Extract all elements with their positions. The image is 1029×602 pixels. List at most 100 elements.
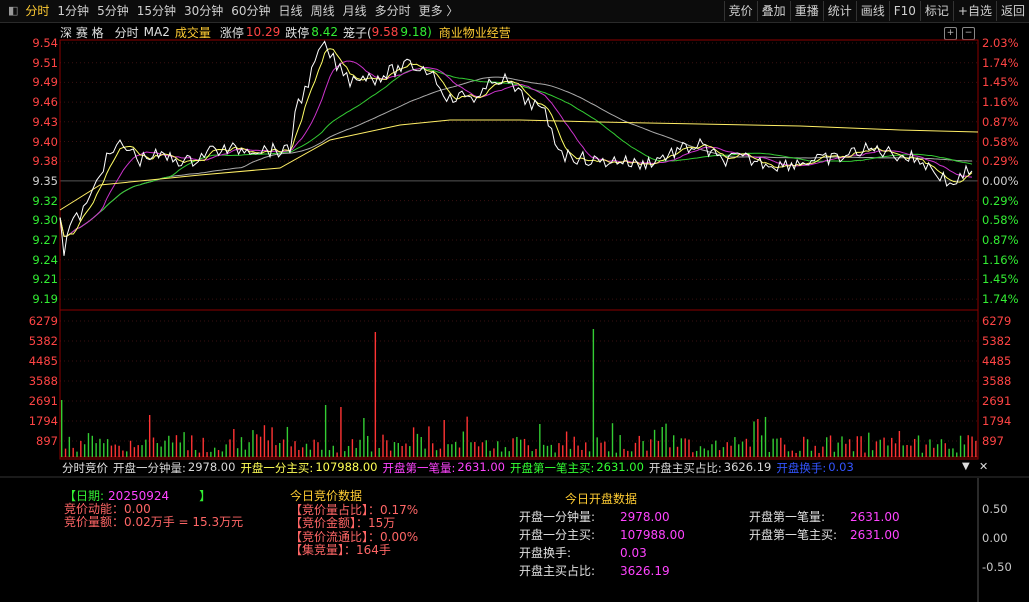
cage-high: 9.58 [371, 25, 399, 39]
cage-low: 9.18) [400, 25, 432, 39]
volume-bar [642, 441, 644, 457]
volume-bar [707, 450, 709, 457]
volume-bar [206, 452, 208, 457]
collapse-icon[interactable]: ▼ [962, 461, 970, 472]
volume-bar [252, 430, 254, 457]
period-tab-0[interactable]: 分时 [25, 4, 50, 18]
period-tab-3[interactable]: 15分钟 [136, 4, 176, 18]
volume-bar [122, 450, 124, 457]
volume-bar [286, 426, 289, 457]
volume-bar [313, 439, 315, 457]
limit-up-label: 涨停 [219, 25, 244, 40]
volume-bar [650, 439, 652, 457]
volume-bar [504, 447, 507, 457]
volume-bar [673, 435, 675, 457]
period-tab-10[interactable]: 更多 〉 [418, 4, 459, 18]
period-tab-1[interactable]: 1分钟 [57, 4, 90, 18]
open-row-value: 0.03 [620, 546, 647, 560]
cage-label: 笼子( [342, 25, 372, 40]
period-tab-7[interactable]: 周线 [310, 4, 335, 18]
open-row: 开盘一分主买: 107988.00 [519, 526, 685, 544]
price-tick-left: 9.49 [32, 75, 58, 90]
period-tab-5[interactable]: 60分钟 [231, 4, 271, 18]
volume-bar [963, 444, 966, 457]
volume-bar [592, 329, 595, 457]
toolbar-action-2[interactable]: 重播 [789, 1, 823, 21]
volume-bar [757, 419, 759, 457]
volume-bar [822, 446, 824, 457]
today-auction-title: 今日竞价数据 [290, 489, 363, 503]
volume-bar [531, 451, 533, 457]
volume-bar [565, 431, 568, 457]
toolbar-action-7[interactable]: +自选 [952, 1, 996, 21]
volume-bar [363, 417, 365, 457]
open-row-label: 开盘换手: [519, 546, 572, 560]
volume-bar [233, 428, 235, 457]
price-tick-right: 1.16% [982, 252, 1019, 267]
toolbar-action-5[interactable]: F10 [888, 1, 920, 21]
volume-bar [768, 451, 771, 457]
volume-bar [236, 448, 239, 457]
volume-bar [856, 436, 858, 457]
volume-bar [317, 442, 319, 457]
limit-down-label: 跌停 [285, 25, 310, 40]
volume-bar [447, 444, 449, 457]
auction-title: 分时竞价 [62, 461, 108, 475]
volume-bar [477, 446, 480, 457]
volume-bar [829, 435, 832, 457]
volume-bar [646, 450, 648, 457]
toolbar-action-8[interactable]: 返回 [995, 1, 1029, 21]
volume-bar [971, 436, 973, 457]
volume-bar [191, 435, 193, 457]
toolbar-action-4[interactable]: 画线 [855, 1, 889, 21]
period-tab-6[interactable]: 日线 [278, 4, 303, 18]
volume-bar [103, 443, 105, 457]
toolbar-action-3[interactable]: 统计 [822, 1, 856, 21]
period-tab-8[interactable]: 月线 [342, 4, 367, 18]
bottom-axis-tick: 0.50 [982, 502, 1008, 516]
volume-bar [168, 435, 170, 457]
close-icon[interactable]: ✕ [979, 460, 989, 473]
price-tick-right: 0.87% [982, 233, 1019, 247]
volume-bar [871, 450, 874, 457]
open-row-label: 开盘一分主买: [519, 528, 596, 542]
volume-tick-right: 4485 [982, 354, 1012, 368]
volume-bar [279, 443, 281, 457]
period-tab-9[interactable]: 多分时 [374, 4, 411, 18]
price-tick-left: 9.19 [32, 292, 58, 307]
volume-bar [722, 447, 725, 457]
view-label: 分时 [114, 25, 139, 40]
toolbar-action-6[interactable]: 标记 [919, 1, 953, 21]
volume-bar [156, 443, 159, 457]
volume-bar [290, 446, 292, 457]
volume-bar [497, 441, 499, 457]
period-tab-4[interactable]: 30分钟 [183, 4, 224, 18]
volume-bar [734, 437, 736, 457]
ma-label[interactable]: MA2 [143, 25, 170, 39]
volume-bar [145, 439, 147, 457]
menu-toggle-icon[interactable]: ◧ [8, 4, 19, 17]
volume-bar [864, 452, 866, 457]
volume-bar [944, 443, 946, 457]
price-tick-left: 9.51 [32, 55, 58, 70]
toolbar-action-0[interactable]: 竞价 [723, 1, 757, 21]
volume-bar [424, 448, 426, 457]
auction-item-label-2: 开盘第一笔量: [382, 461, 456, 475]
open-row: 开盘一分钟量: 2978.00 [519, 508, 670, 526]
volume-bar [891, 437, 893, 457]
price-tick-left: 9.46 [32, 95, 58, 110]
auction-header: 分时竞价 开盘一分钟量: 2978.00 开盘一分主买: 107988.00 开盘第一笔… [62, 460, 859, 475]
volume-bar [305, 443, 308, 457]
today-open-right: 开盘第一笔量: 2631.00 开盘第一笔主买: 2631.00 [749, 508, 900, 544]
volume-bar [198, 452, 201, 457]
toolbar-action-1[interactable]: 叠加 [756, 1, 790, 21]
bottom-axis-tick: 0.00 [982, 531, 1008, 545]
volume-bar [95, 443, 97, 457]
date-open: 【日期: [64, 489, 105, 503]
volume-bar [164, 440, 166, 457]
volume-bar [585, 442, 587, 457]
price-tick-left: 9.30 [32, 213, 58, 228]
sector-label[interactable]: 商业物业经营 [438, 25, 511, 40]
period-tab-2[interactable]: 5分钟 [97, 4, 129, 18]
